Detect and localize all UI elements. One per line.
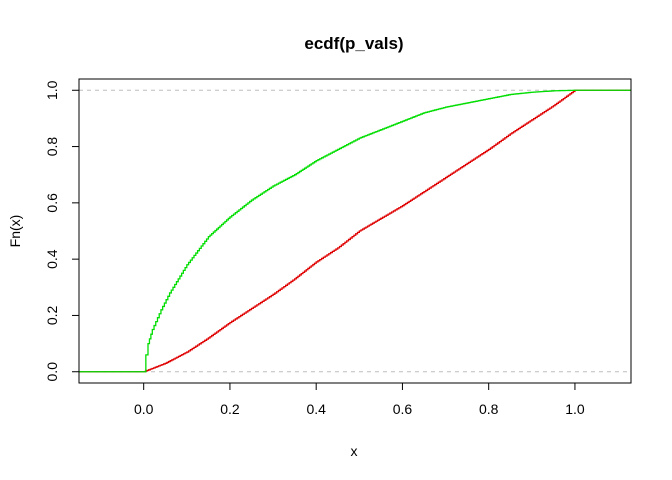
plot-frame: [78, 78, 632, 384]
series-group: [79, 89, 631, 373]
y-tick-label: 0.4: [44, 249, 60, 269]
y-axis: 0.0 0.2 0.4 0.6 0.8 1.0: [44, 80, 80, 382]
x-tick-label: 0.4: [306, 401, 326, 417]
x-tick-label: 1.0: [565, 401, 585, 417]
x-tick-label: 0.0: [134, 401, 154, 417]
x-tick-label: 0.8: [479, 401, 499, 417]
x-tick-label: 0.2: [220, 401, 240, 417]
series-line-0: [79, 89, 631, 373]
y-tick-label: 0.0: [44, 362, 60, 382]
y-tick-label: 0.2: [44, 306, 60, 326]
y-tick-label: 1.0: [44, 80, 60, 100]
x-axis-label: x: [351, 443, 358, 459]
y-axis-label: Fn(x): [7, 215, 23, 248]
reference-lines: [79, 89, 631, 373]
series-line-1: [79, 89, 631, 373]
chart-title: ecdf(p_vals): [304, 34, 403, 53]
x-axis: 0.0 0.2 0.4 0.6 0.8 1.0: [134, 382, 585, 417]
x-tick-label: 0.6: [393, 401, 413, 417]
y-tick-label: 0.6: [44, 193, 60, 213]
y-tick-label: 0.8: [44, 137, 60, 157]
